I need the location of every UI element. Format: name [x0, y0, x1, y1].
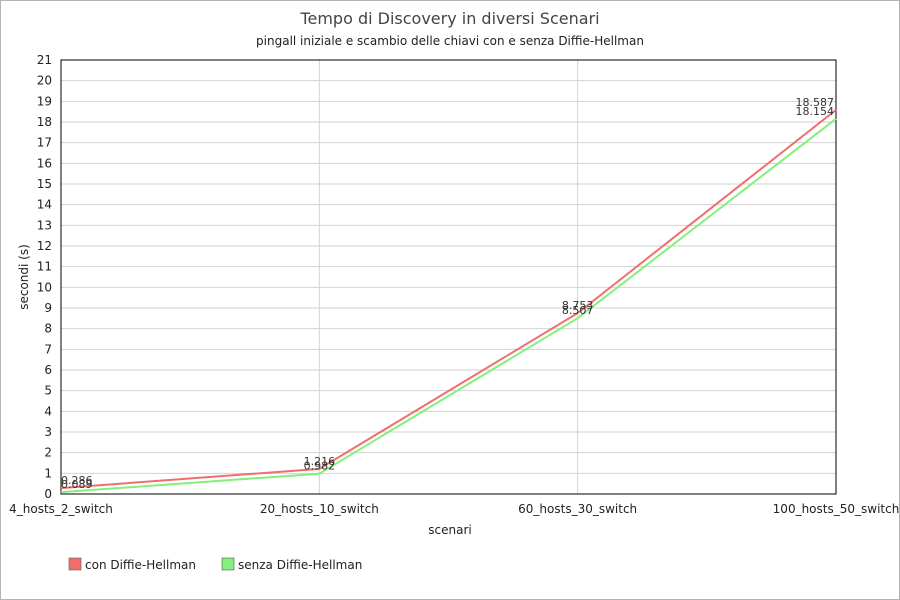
x-tick-label: 4_hosts_2_switch	[9, 502, 113, 516]
series-line-1[interactable]	[60, 109, 837, 490]
x-axis-label: scenari	[428, 523, 471, 537]
x-tick-label: 20_hosts_10_switch	[260, 502, 379, 516]
y-tick-label: 14	[37, 198, 52, 212]
x-tick-label: 100_hosts_50_switch	[773, 502, 899, 516]
y-tick-label: 0	[44, 487, 52, 501]
y-tick-label: 3	[44, 425, 52, 439]
y-tick-label: 15	[37, 177, 52, 191]
y-tick-label: 8	[44, 322, 52, 336]
y-tick-label: 12	[37, 239, 52, 253]
series-line-2[interactable]	[60, 118, 837, 494]
y-tick-label: 7	[44, 342, 52, 356]
y-tick-label: 11	[37, 260, 52, 274]
y-tick-label: 10	[37, 280, 52, 294]
data-label: 0.982	[304, 460, 336, 473]
y-axis-label: secondi (s)	[17, 244, 31, 310]
legend-swatch	[221, 557, 235, 571]
data-label: 0.286	[61, 474, 93, 487]
data-label: 1.216	[304, 455, 336, 468]
data-label: 8.753	[562, 299, 594, 312]
data-label-layer: 0.286 1.216 8.753 18.587 0.089 0.982 8.507 18.1…	[61, 96, 834, 491]
legend[interactable]: con Diffie-Hellman senza Diffie-Hellman	[68, 557, 362, 572]
y-tick-label: 17	[37, 136, 52, 150]
y-tick-label: 13	[37, 218, 52, 232]
y-tick-label: 18	[37, 115, 52, 129]
x-tick-label: 60_hosts_30_switch	[518, 502, 637, 516]
y-tick-label: 6	[44, 363, 52, 377]
grid-layer	[61, 59, 836, 494]
data-label: 8.507	[562, 304, 594, 317]
series-layer	[60, 109, 837, 494]
data-label: 18.587	[796, 96, 835, 109]
y-tick-label: 16	[37, 156, 52, 170]
axis-layer: 01234567891011121314151617181920214_host…	[9, 53, 899, 516]
legend-label: con Diffie-Hellman	[85, 558, 196, 572]
y-tick-label: 4	[44, 404, 52, 418]
chart-title: Tempo di Discovery in diversi Scenari	[299, 9, 599, 28]
y-tick-label: 9	[44, 301, 52, 315]
y-tick-label: 21	[37, 53, 52, 67]
y-tick-label: 19	[37, 94, 52, 108]
data-label: 0.089	[61, 478, 93, 491]
data-label: 18.154	[796, 105, 835, 118]
legend-item-1[interactable]: con Diffie-Hellman	[68, 557, 196, 572]
y-tick-label: 1	[44, 466, 52, 480]
plot-area-border	[60, 59, 837, 495]
chart-subtitle: pingall iniziale e scambio delle chiavi …	[256, 34, 644, 48]
y-tick-label: 5	[44, 384, 52, 398]
legend-item-2[interactable]: senza Diffie-Hellman	[221, 557, 362, 572]
legend-label: senza Diffie-Hellman	[238, 558, 362, 572]
y-tick-label: 20	[37, 74, 52, 88]
legend-swatch	[68, 557, 82, 571]
y-tick-label: 2	[44, 446, 52, 460]
